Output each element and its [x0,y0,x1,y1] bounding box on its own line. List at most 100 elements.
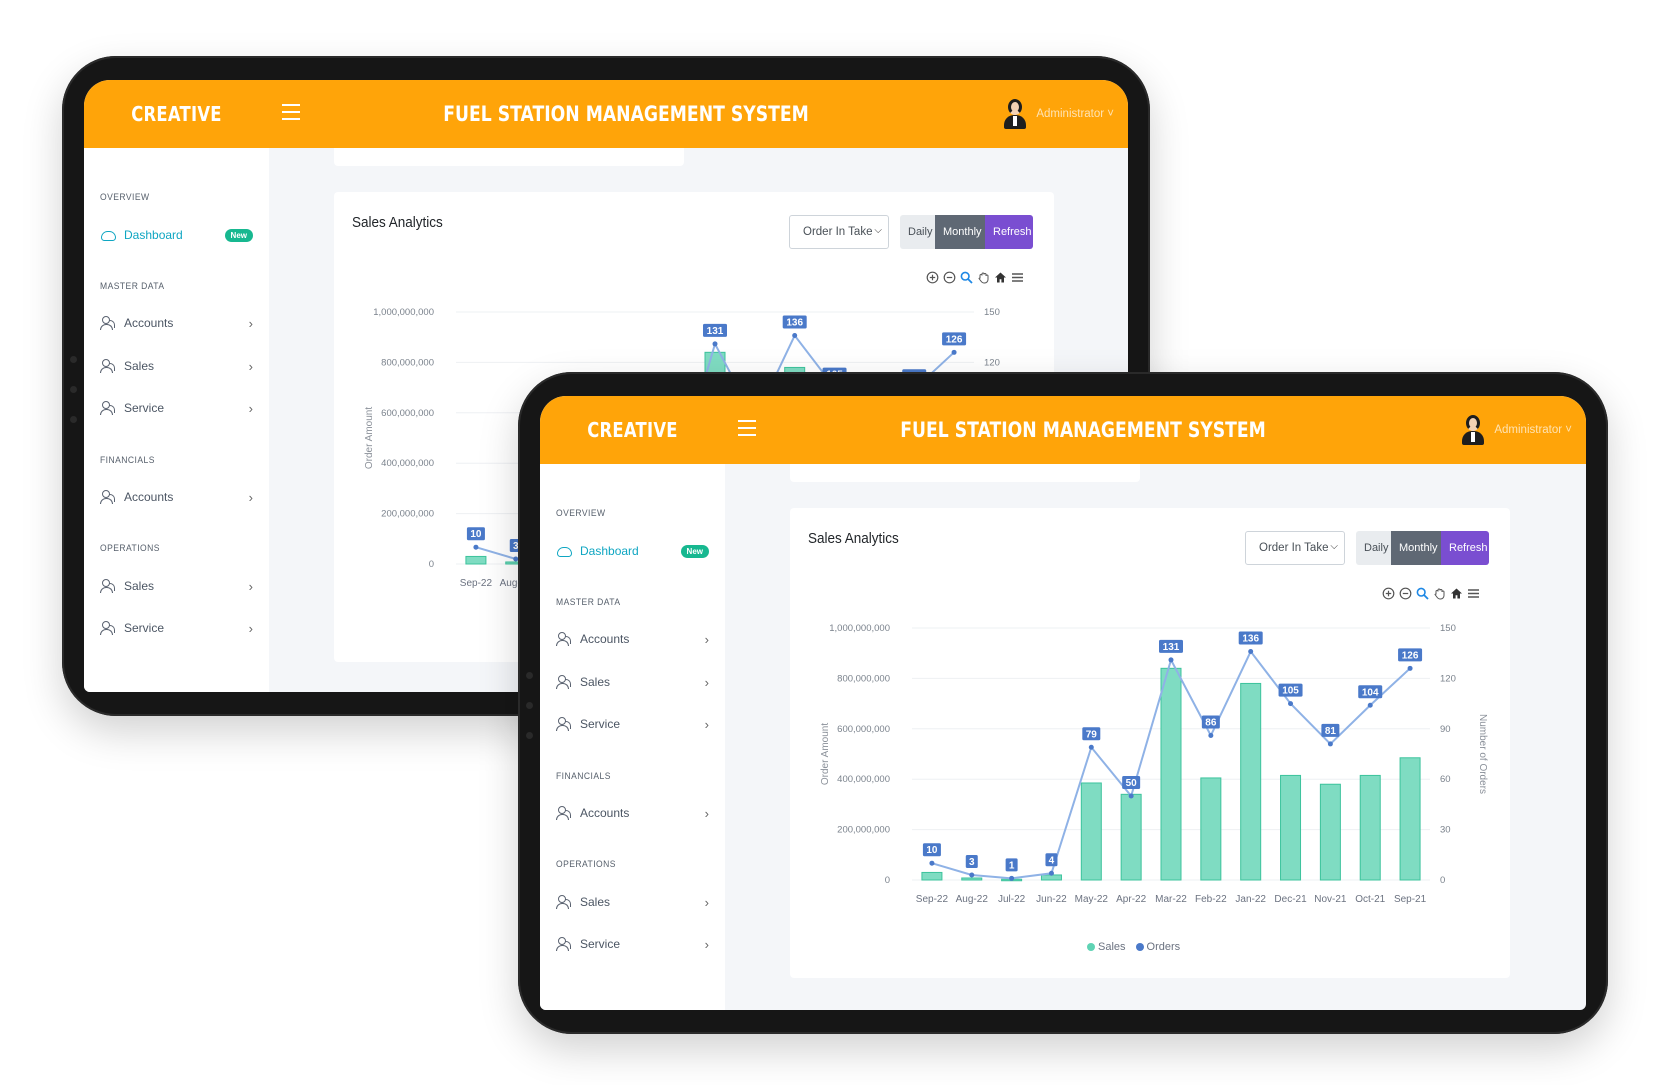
camera-dot [526,732,533,739]
user-menu[interactable]: Administrator ˅ [1460,412,1572,448]
y-tick-label: 200,000,000 [837,825,890,836]
sidebar-item-master-accounts[interactable]: Accounts › [100,312,253,334]
x-tick-label: Jun-22 [1036,894,1067,905]
sales-bar [921,871,943,881]
monthly-button[interactable]: Monthly [935,215,985,249]
sidebar-item-master-service[interactable]: Service › [100,397,253,419]
chevron-right-icon: › [248,400,253,416]
data-label-box [1201,715,1220,729]
hamburger-menu-icon[interactable] [738,420,756,436]
sales-bar [1319,783,1341,881]
sidebar-item-operations-service[interactable]: Service › [556,933,709,955]
hamburger-menu-icon[interactable] [282,104,300,120]
select-value: Order In Take [1259,542,1329,554]
x-tick-label: Oct-21 [1355,894,1385,905]
y-tick-label: 600,000,000 [837,724,890,735]
orders-point [513,556,519,562]
orders-data-label: 1 [1009,860,1015,871]
sidebar-item-master-sales[interactable]: Sales › [556,671,709,693]
new-badge: New [680,544,709,558]
chevron-right-icon: › [248,578,253,594]
sidebar-item-label: Accounts [124,316,174,330]
x-tick-label: Dec-21 [1274,894,1307,905]
order-type-select[interactable]: Order In Take ⌵ [789,215,889,249]
previous-card-edge [790,464,1140,482]
section-overview: OVERVIEW [100,192,150,203]
brand-logo: CREATIVE [131,102,222,126]
sidebar-item-label: Service [124,621,165,635]
chevron-right-icon: › [704,716,709,732]
zoom-selection-icon[interactable] [1416,587,1429,600]
data-label-box [1321,723,1340,737]
zoom-out-icon[interactable] [1399,587,1412,600]
x-tick-label: Mar-22 [1155,894,1187,905]
sidebar-item-dashboard[interactable]: Dashboard New [100,224,253,246]
users-icon [100,359,116,373]
app-screen: CREATIVE FUEL STATION MANAGEMENT SYSTEM … [540,396,1586,1010]
chevron-right-icon: › [704,805,709,821]
zoom-selection-icon[interactable] [960,271,973,284]
home-icon[interactable] [1450,587,1463,600]
legend-orders[interactable]: Orders [1135,941,1181,953]
home-icon[interactable] [994,271,1007,284]
sidebar-item-master-sales[interactable]: Sales › [100,355,253,377]
period-button-group: Daily Monthly Refresh [1356,531,1489,565]
daily-button[interactable]: Daily [1356,531,1391,565]
orders-data-label: 4 [1049,855,1055,866]
data-label-box [1278,683,1303,697]
zoom-in-icon[interactable] [1382,587,1395,600]
sidebar-item-dashboard[interactable]: Dashboard New [556,540,709,562]
menu-icon[interactable] [1011,271,1024,284]
refresh-button[interactable]: Refresh [985,215,1033,249]
sidebar-item-operations-sales[interactable]: Sales › [556,891,709,913]
sidebar-item-master-accounts[interactable]: Accounts › [556,628,709,650]
sales-bar [1359,774,1381,881]
sidebar-item-operations-sales[interactable]: Sales › [100,575,253,597]
sidebar: OVERVIEW Dashboard New MASTER DATA Accou… [84,148,269,692]
y2-tick-label: 30 [1440,825,1451,836]
sidebar-item-label: Sales [580,675,611,689]
x-tick-label: Sep-22 [460,578,493,589]
legend-sales[interactable]: Sales [1087,941,1126,953]
top-bar: CREATIVE FUEL STATION MANAGEMENT SYSTEM … [540,396,1586,464]
sales-bar [1280,774,1302,881]
user-menu[interactable]: Administrator ˅ [1002,96,1114,132]
orders-data-label: 136 [1242,634,1259,645]
sidebar-item-operations-service[interactable]: Service › [100,617,253,639]
order-type-select[interactable]: Order In Take ⌵ [1245,531,1345,565]
zoom-out-icon[interactable] [943,271,956,284]
data-label-box [1398,648,1423,662]
y-tick-label: 0 [429,559,434,570]
zoom-in-icon[interactable] [926,271,939,284]
sidebar-item-financial-accounts[interactable]: Accounts › [100,486,253,508]
daily-button[interactable]: Daily [900,215,935,249]
camera-dot [526,702,533,709]
legend-sales-label: Sales [1098,941,1126,953]
section-master-data: MASTER DATA [556,597,621,608]
y-tick-label: 800,000,000 [837,673,890,684]
data-label-box [782,315,807,329]
y-tick-label: 400,000,000 [837,774,890,785]
sidebar: OVERVIEW Dashboard New MASTER DATA Accou… [540,464,725,1010]
orders-data-label: 126 [1402,650,1419,661]
refresh-button[interactable]: Refresh [1441,531,1489,565]
section-operations: OPERATIONS [100,543,160,554]
camera-dot [526,672,533,679]
sales-bar [1160,667,1182,881]
select-value: Order In Take [803,226,873,238]
y-tick-label: 400,000,000 [381,458,434,469]
monthly-button[interactable]: Monthly [1391,531,1441,565]
orders-data-label: 3 [513,541,519,552]
chart-toolbar [1382,587,1480,600]
chart-svg: 0 200,000,000 400,000,000 600,000,000 800,00… [820,623,1488,905]
pan-hand-icon[interactable] [977,271,990,284]
menu-icon[interactable] [1467,587,1480,600]
sidebar-item-label: Service [124,401,165,415]
legend-orders-label: Orders [1146,941,1181,953]
sidebar-item-financial-accounts[interactable]: Accounts › [556,802,709,824]
orders-point [1288,701,1294,707]
pan-hand-icon[interactable] [1433,587,1446,600]
sidebar-item-master-service[interactable]: Service › [556,713,709,735]
users-icon [556,717,572,731]
data-label-box [466,527,485,541]
